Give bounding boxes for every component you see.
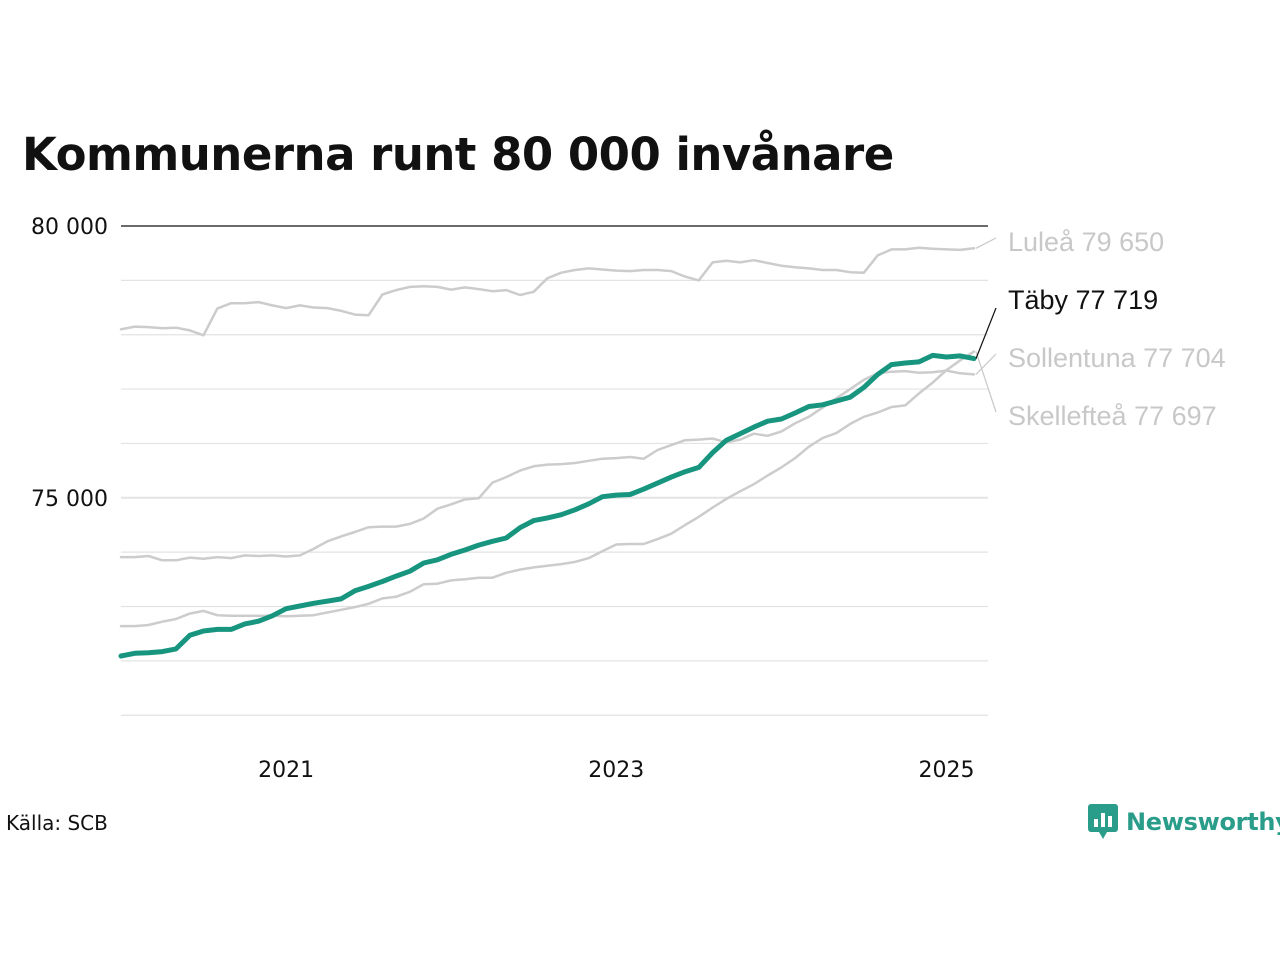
leader-line (975, 353, 997, 375)
series-end-label: Täby 77 719 (1008, 285, 1158, 315)
newsworthy-chart-icon (1088, 804, 1118, 839)
x-tick-label: 2021 (258, 758, 314, 783)
grid-layer (121, 225, 988, 716)
source-note: Källa: SCB (6, 811, 108, 835)
leader-line (975, 307, 997, 359)
x-tick-label: 2025 (918, 758, 974, 783)
series-line-skellefteå (119, 350, 976, 628)
series-line-täby (118, 352, 977, 659)
y-tick-label: 75 000 (31, 487, 108, 512)
leader-line (975, 237, 997, 249)
series-end-label: Skellefteå 77 697 (1008, 401, 1217, 431)
series-layer (118, 246, 977, 659)
series-end-label: Sollentuna 77 704 (1008, 343, 1226, 373)
brand-logo[interactable]: Newsworthy (1088, 804, 1280, 840)
leader-line (975, 351, 997, 413)
series-line-luleå (119, 246, 976, 337)
x-tick-label: 2023 (588, 758, 644, 783)
y-tick-label: 80 000 (31, 215, 108, 240)
chart-title: Kommunerna runt 80 000 invånare (22, 128, 894, 181)
brand-name: Newsworthy (1126, 808, 1280, 836)
label-layer: Luleå 79 650 Sollentuna 77 704 Skellefteå … (975, 227, 1226, 431)
tick-layer: 75 000 80 000 2021 2023 2025 (31, 215, 974, 783)
series-end-label: Luleå 79 650 (1008, 227, 1164, 257)
